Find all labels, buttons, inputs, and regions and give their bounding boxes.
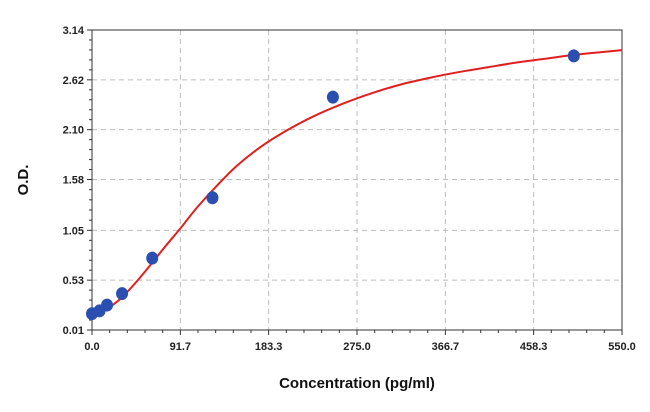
y-tick-label: 3.14	[63, 25, 85, 37]
y-tick-label: 0.53	[63, 275, 84, 287]
x-axis-title: Concentration (pg/ml)	[279, 375, 435, 392]
x-tick-label: 275.0	[343, 341, 371, 353]
x-tick-label: 366.7	[432, 341, 460, 353]
axis-ticks	[87, 29, 623, 335]
y-axis-tick-labels: 0.01 0.53 1.05 1.58 2.10 2.62 3.14	[63, 25, 85, 337]
data-point	[206, 191, 219, 205]
x-axis-tick-labels: 0.0 91.7 183.3 275.0 366.7 458.3 550.0	[84, 341, 635, 353]
data-point	[101, 298, 114, 312]
fit-curve	[91, 49, 623, 319]
x-tick-label: 183.3	[255, 341, 283, 353]
y-axis-title: O.D.	[15, 165, 32, 196]
y-tick-label: 1.05	[63, 225, 84, 237]
data-point	[116, 287, 129, 301]
data-point	[567, 49, 580, 63]
x-tick-label: 458.3	[520, 341, 548, 353]
x-tick-label: 550.0	[608, 341, 636, 353]
y-tick-label: 1.58	[63, 175, 84, 187]
data-point	[326, 90, 339, 104]
data-point	[146, 251, 159, 265]
grid	[92, 30, 622, 330]
x-tick-label: 0.0	[84, 341, 99, 353]
y-tick-label: 2.62	[63, 75, 84, 87]
y-tick-label: 0.01	[63, 325, 84, 337]
data-points	[86, 49, 580, 321]
y-tick-label: 2.10	[63, 125, 84, 137]
x-tick-label: 91.7	[170, 341, 191, 353]
